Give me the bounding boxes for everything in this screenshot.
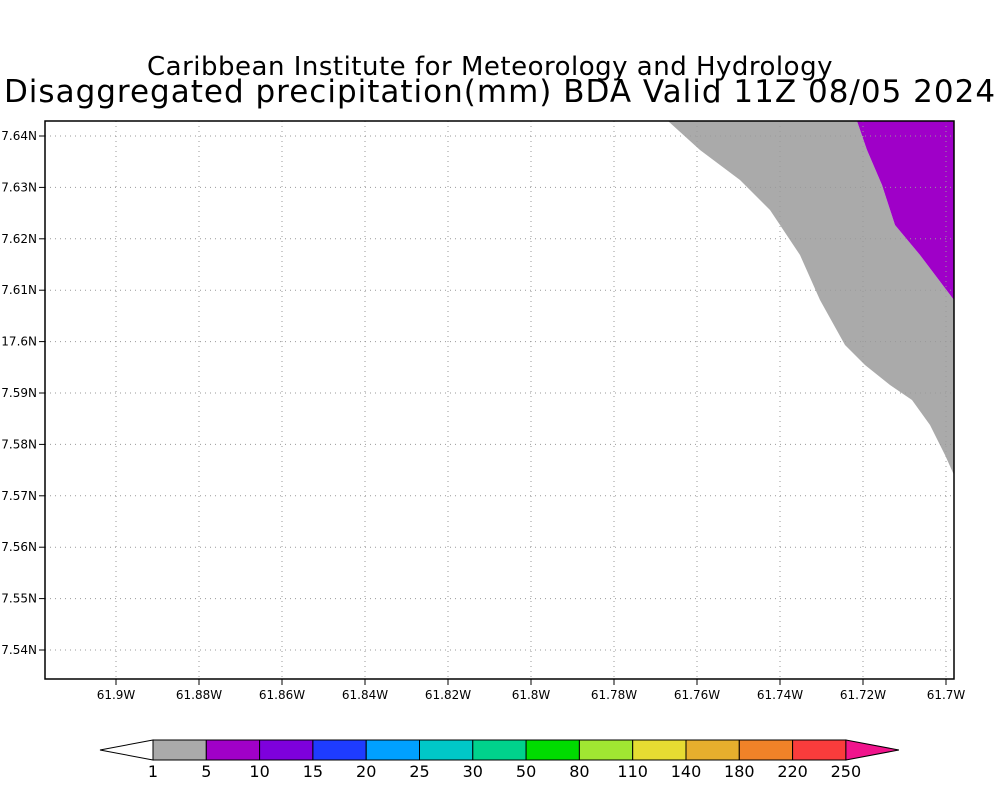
lon-tick-label: 61.76W — [674, 688, 720, 702]
colorbar-swatch — [578, 739, 634, 761]
lon-tick-label: 61.8W — [512, 688, 551, 702]
colorbar-label: 140 — [671, 762, 702, 781]
lat-tick-label: 7.55N — [1, 592, 37, 606]
colorbar-swatch — [152, 739, 207, 761]
colorbar-swatch — [259, 739, 314, 761]
lon-tick-label: 61.86W — [259, 688, 305, 702]
lon-tick-label: 61.72W — [840, 688, 886, 702]
colorbar-swatch — [205, 739, 261, 761]
colorbar-label: 20 — [356, 762, 376, 781]
lon-tick-label: 61.74W — [757, 688, 803, 702]
lon-axis: 61.9W 61.88W 61.86W 61.84W 61.82W 61.8W 61.78W… — [97, 679, 966, 702]
grid-lines — [45, 121, 954, 679]
colorbar-label: 250 — [831, 762, 862, 781]
colorbar-swatch — [312, 739, 367, 761]
colorbar-label: 1 — [148, 762, 158, 781]
colorbar-lower-arrow — [99, 739, 154, 761]
colorbar-swatch — [419, 739, 474, 761]
colorbar-swatch — [365, 739, 421, 761]
lat-tick-label: 17.6N — [1, 335, 37, 349]
lat-tick-label: 7.58N — [1, 437, 37, 451]
map-plot: 61.9W 61.88W 61.86W 61.84W 61.82W 61.8W 61.78W… — [1, 120, 966, 702]
lat-tick-label: 7.64N — [1, 129, 37, 143]
colorbar-label: 80 — [569, 762, 589, 781]
colorbar-label: 25 — [409, 762, 429, 781]
lon-tick-label: 61.82W — [425, 688, 471, 702]
colorbar-label: 110 — [617, 762, 648, 781]
lon-tick-label: 61.84W — [342, 688, 388, 702]
lat-tick-label: 7.62N — [1, 232, 37, 246]
colorbar-swatch — [472, 739, 527, 761]
lon-tick-label: 61.78W — [591, 688, 637, 702]
lat-tick-label: 7.54N — [1, 643, 37, 657]
map-frame — [44, 120, 955, 680]
colorbar-swatch — [525, 739, 580, 761]
lon-tick-label: 61.7W — [927, 688, 966, 702]
colorbar-upper-arrow — [845, 739, 899, 761]
chart-title: Caribbean Institute for Meteorology and … — [147, 52, 833, 82]
lat-tick-label: 7.63N — [1, 180, 37, 194]
colorbar-label: 180 — [724, 762, 755, 781]
colorbar-label: 10 — [249, 762, 269, 781]
lat-tick-label: 7.56N — [1, 540, 37, 554]
colorbar-label: 15 — [303, 762, 323, 781]
colorbar-swatch — [685, 739, 740, 761]
colorbar-label: 30 — [463, 762, 483, 781]
chart-subtitle: Disaggregated precipitation(mm) BDA Vali… — [3, 74, 997, 110]
colorbar-swatch — [632, 739, 687, 761]
precip-region-1-5mm — [668, 121, 954, 475]
colorbar-label: 220 — [777, 762, 808, 781]
colorbar-swatch — [738, 739, 794, 761]
colorbar-swatch — [792, 739, 847, 761]
colorbar-label: 5 — [201, 762, 211, 781]
lat-tick-label: 7.57N — [1, 489, 37, 503]
lon-tick-label: 61.9W — [97, 688, 136, 702]
colorbar-label: 50 — [516, 762, 536, 781]
lat-tick-label: 7.61N — [1, 283, 37, 297]
lat-axis: 7.54N 7.55N 7.56N 7.57N 7.58N 7.59N 17.6N 7.61N… — [1, 129, 45, 657]
lat-tick-label: 7.59N — [1, 386, 37, 400]
colorbar: 1 5 10 15 20 25 30 50 80 110 140 180 220 250 — [99, 739, 899, 781]
precip-region-5-10mm — [857, 121, 954, 300]
lon-tick-label: 61.88W — [176, 688, 222, 702]
